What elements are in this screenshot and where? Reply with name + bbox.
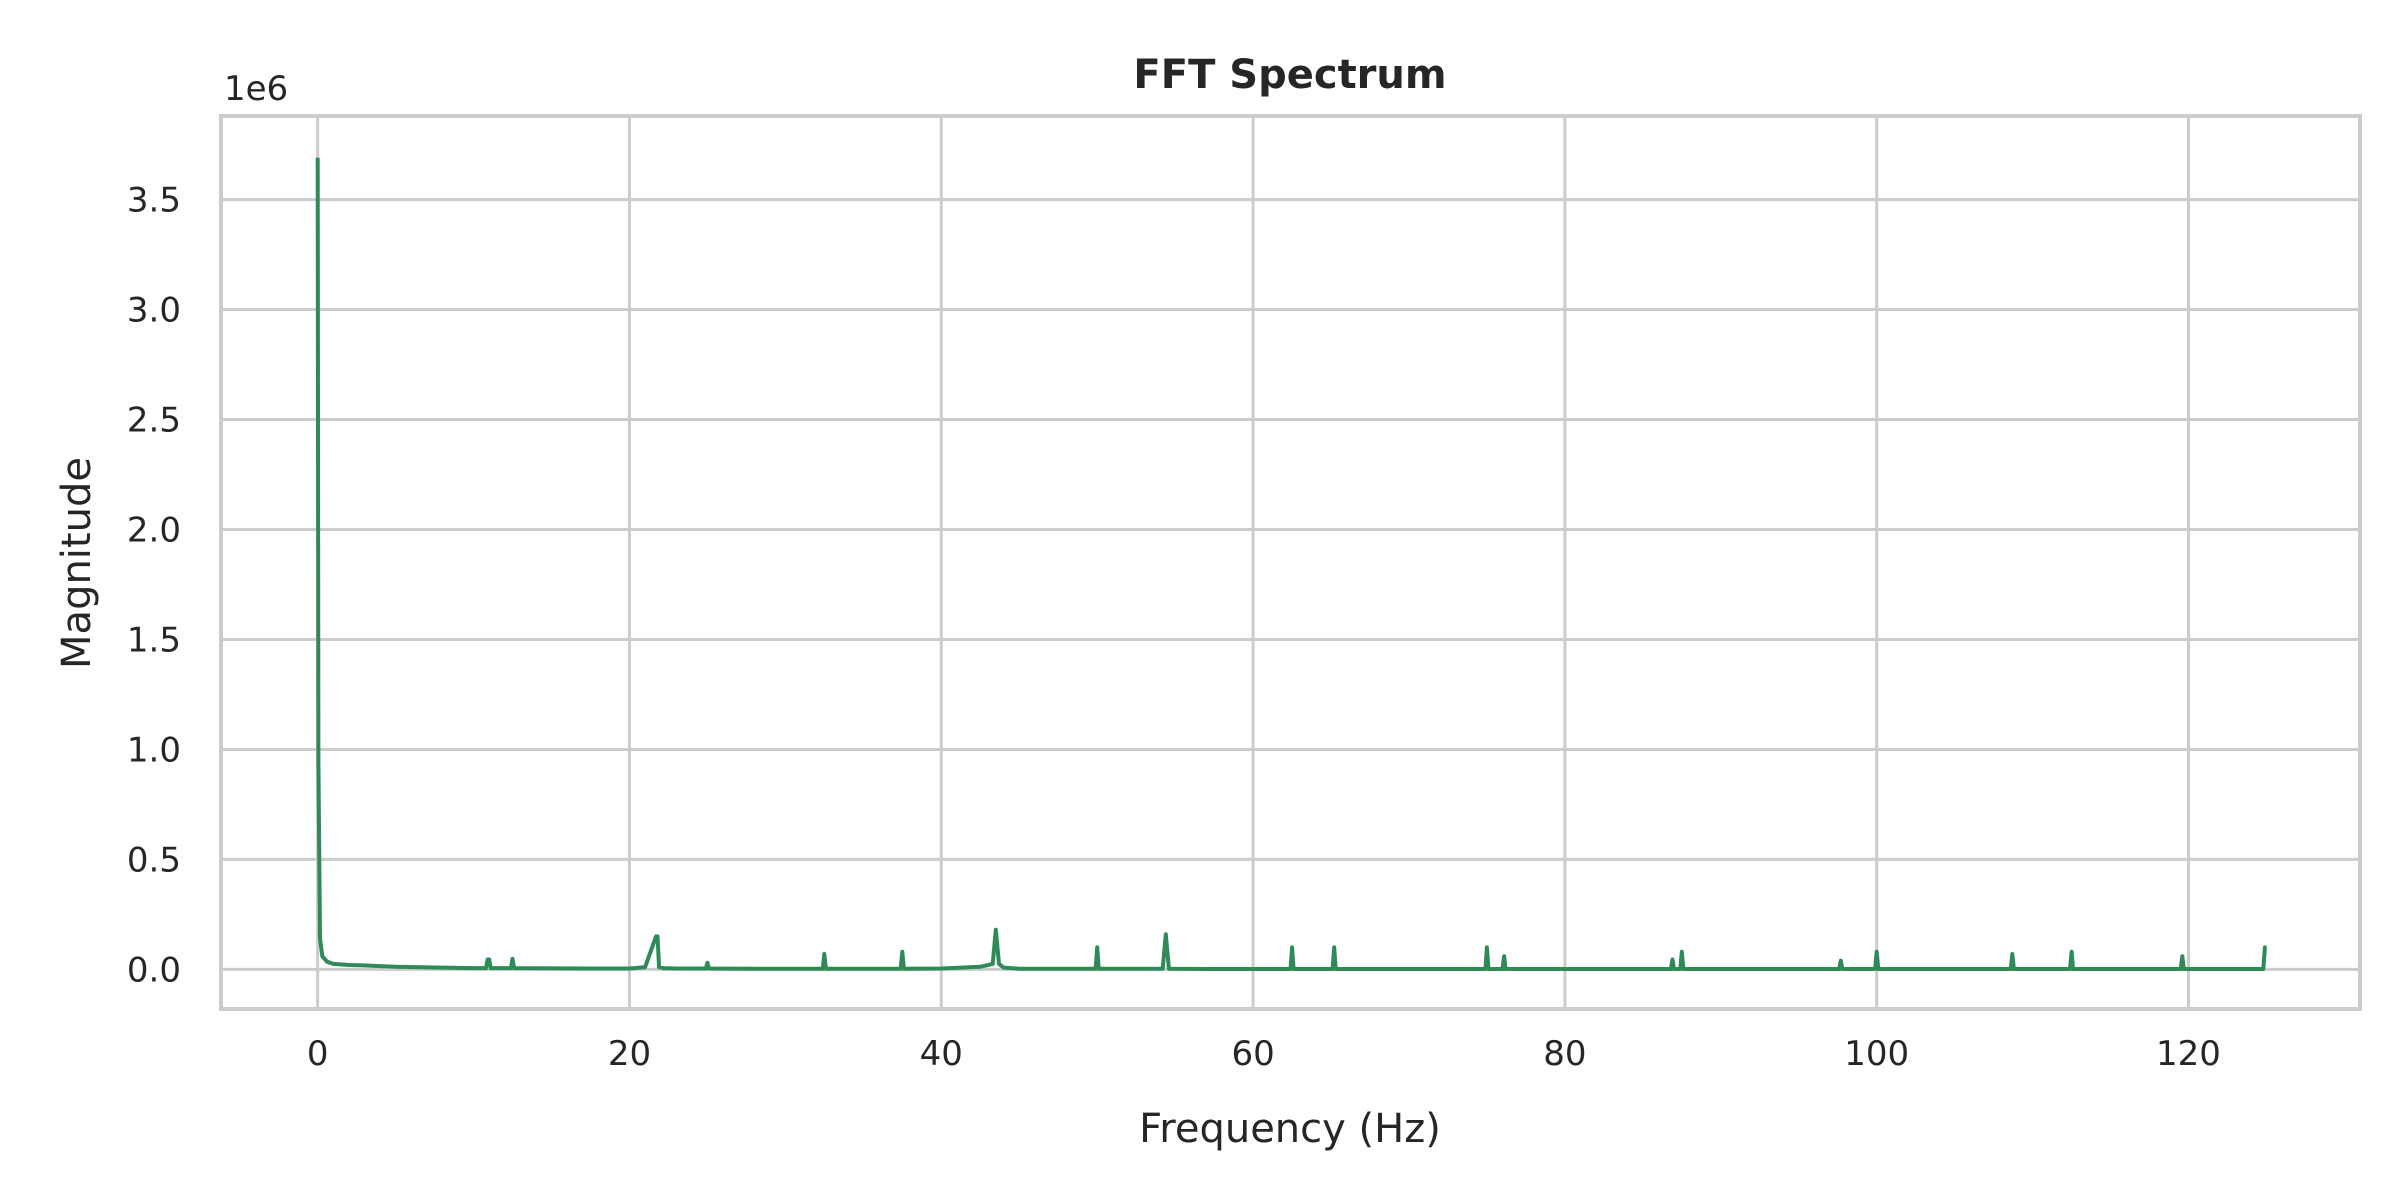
spectrum-line [315, 157, 2267, 971]
plot-frame [219, 114, 2362, 1011]
y-tick-label: 1.0 [127, 730, 181, 770]
x-tick-label: 100 [1844, 1034, 1909, 1074]
y-tick-label: 3.5 [127, 181, 181, 221]
y-tick-label: 0.0 [127, 950, 181, 990]
x-tick-label: 20 [608, 1034, 651, 1074]
x-tick-label: 80 [1543, 1034, 1586, 1074]
grid-lines [221, 116, 2360, 1009]
y-tick-label: 1.5 [127, 620, 181, 660]
y-tick-label: 2.5 [127, 401, 181, 441]
y-tick-labels: 0.0 0.5 1.0 1.5 2.0 2.5 3.0 3.5 [127, 181, 181, 991]
x-tick-labels: 0 20 40 60 80 100 120 [307, 1034, 2221, 1074]
x-axis-label: Frequency (Hz) [1139, 1106, 1441, 1152]
x-tick-label: 0 [307, 1034, 329, 1074]
x-tick-label: 60 [1231, 1034, 1274, 1074]
x-tick-label: 40 [920, 1034, 963, 1074]
y-axis-label: Magnitude [54, 457, 100, 669]
y-tick-label: 3.0 [127, 291, 181, 331]
chart-title: FFT Spectrum [1133, 52, 1446, 98]
y-offset-label: 1e6 [224, 69, 288, 109]
y-tick-label: 0.5 [127, 840, 181, 880]
x-tick-label: 120 [2156, 1034, 2221, 1074]
y-tick-label: 2.0 [127, 511, 181, 551]
data-lines [315, 157, 2267, 971]
